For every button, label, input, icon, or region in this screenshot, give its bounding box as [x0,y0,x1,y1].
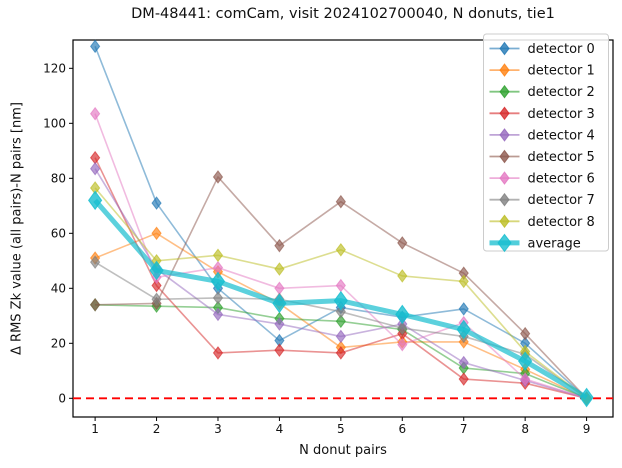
y-tick-label: 40 [51,281,66,295]
x-tick-label: 9 [583,422,591,436]
legend-marker-detector-1 [499,63,510,77]
series-marker-detector-6 [335,278,346,293]
series-marker-detector-8 [335,242,346,257]
legend-label-detector-1: detector 1 [528,64,595,79]
series-marker-average [579,387,594,408]
series-marker-average [333,290,348,311]
series-marker-detector-0 [89,39,101,54]
series-marker-detector-4 [458,355,469,370]
y-tick-label: 60 [51,226,66,240]
series-marker-detector-2 [335,314,346,329]
x-tick-label: 3 [214,422,222,436]
legend-marker-detector-8 [499,214,510,229]
series-marker-detector-4 [212,307,224,322]
series-marker-average [272,293,287,314]
legend-label-detector-4: detector 4 [528,128,595,143]
legend-label-detector-8: detector 8 [528,215,595,230]
series-marker-detector-5 [520,326,531,341]
legend-marker-detector-3 [499,106,510,121]
series-marker-detector-0 [151,196,162,210]
series-marker-average [456,319,471,340]
series-marker-detector-3 [151,278,162,293]
legend-marker-detector-4 [499,128,510,142]
y-axis-label: Δ RMS Zk value (all pairs)-N pairs [nm] [9,102,25,355]
series-marker-detector-0 [458,302,469,316]
x-tick-label: 4 [276,422,284,436]
x-tick-label: 8 [521,422,529,436]
legend-box [483,33,609,252]
chart-title: DM-48441: comCam, visit 2024102700040, N… [131,6,555,22]
legend-marker-detector-7 [499,192,510,207]
legend-label-detector-7: detector 7 [528,193,595,208]
legend-marker-detector-6 [499,171,510,185]
y-tick-label: 80 [51,171,66,185]
series-marker-detector-6 [520,372,531,386]
y-tick-label: 20 [51,336,66,350]
x-tick-label: 2 [153,422,161,436]
series-marker-detector-7 [151,292,162,307]
series-marker-detector-5 [89,297,101,312]
legend-label-detector-0: detector 0 [528,42,595,57]
x-tick-label: 7 [460,422,468,436]
series-marker-detector-5 [274,238,285,253]
series-marker-detector-4 [89,161,101,176]
x-tick-label: 5 [337,422,345,436]
series-marker-detector-3 [274,343,285,358]
legend-marker-detector-2 [499,84,510,99]
series-marker-average [210,271,226,292]
legend-label-average: average [528,236,581,251]
series-marker-detector-8 [274,262,285,276]
series-marker-detector-7 [212,291,224,305]
series-marker-detector-5 [335,194,346,209]
series-marker-detector-8 [212,248,224,263]
legend-label-detector-5: detector 5 [528,150,595,165]
series-marker-detector-4 [274,317,285,331]
series-marker-detector-5 [397,236,408,250]
series-marker-detector-4 [335,329,346,344]
series-marker-average [518,351,533,372]
series-marker-detector-1 [151,226,162,241]
series-marker-detector-7 [335,304,346,319]
x-tick-label: 1 [91,422,99,436]
legend-label-detector-3: detector 3 [528,107,595,122]
series-marker-detector-6 [397,337,408,352]
y-tick-label: 0 [58,391,66,405]
x-axis-label: N donut pairs [299,443,387,458]
y-tick-label: 120 [43,61,66,75]
legend-label-detector-6: detector 6 [528,172,595,187]
series-marker-detector-5 [212,170,224,184]
axes-frame [72,39,614,418]
series-marker-detector-7 [89,255,101,270]
series-marker-detector-3 [335,346,346,360]
series-marker-detector-8 [397,269,408,283]
series-marker-average [395,304,410,325]
legend-marker-detector-0 [499,41,510,56]
series-marker-average [87,190,103,211]
x-tick-label: 6 [398,422,406,436]
series-marker-detector-3 [212,346,224,360]
legend-marker-average [497,233,512,253]
series-marker-detector-3 [458,372,469,386]
series-marker-detector-6 [89,106,101,121]
series-marker-detector-8 [458,274,469,289]
legend-marker-detector-5 [499,149,510,164]
series-marker-average [149,260,164,281]
series-marker-detector-7 [397,321,408,336]
y-tick-label: 100 [43,116,66,130]
legend-label-detector-2: detector 2 [528,85,595,100]
